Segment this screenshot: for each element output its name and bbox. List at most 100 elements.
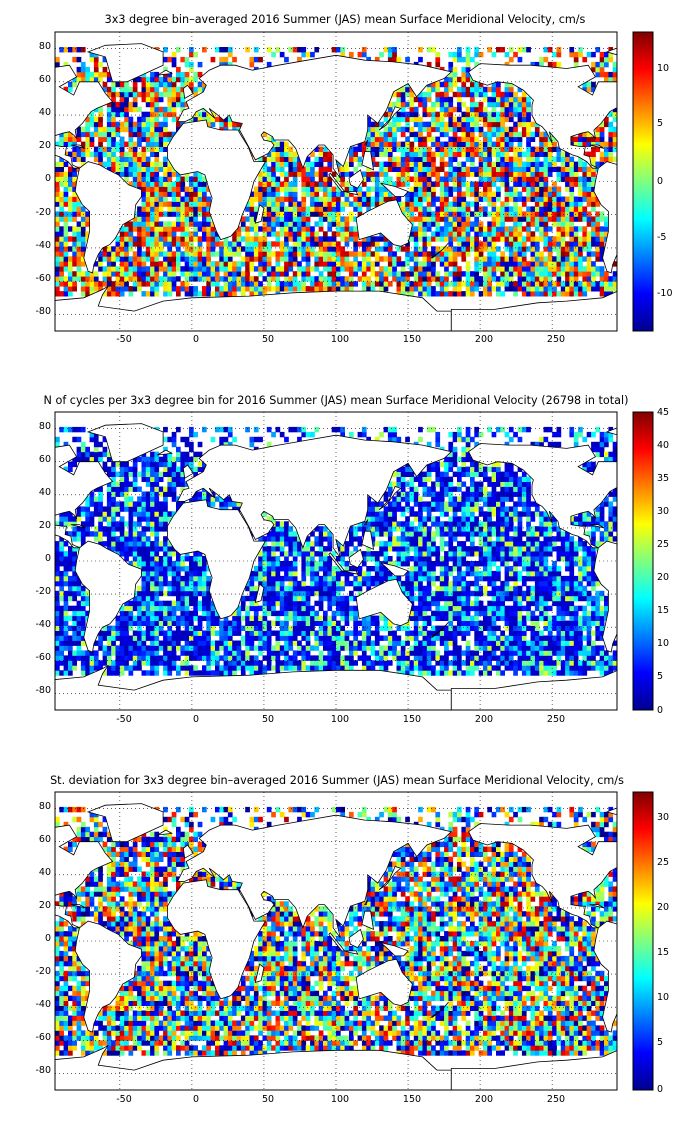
- grid-cell: [457, 251, 462, 257]
- grid-cell: [171, 206, 177, 212]
- grid-cell: [59, 281, 64, 287]
- grid-cell: [331, 271, 337, 277]
- grid-cell: [318, 181, 324, 187]
- grid-cell: [167, 556, 173, 562]
- grid-cell: [500, 261, 505, 267]
- grid-cell: [275, 191, 281, 197]
- grid-cell: [63, 645, 69, 651]
- grid-cell: [176, 615, 181, 621]
- grid-cell: [340, 201, 345, 207]
- grid-cell: [556, 166, 562, 172]
- grid-cell: [331, 196, 337, 202]
- grid-cell: [68, 176, 73, 182]
- grid-cell: [526, 216, 531, 222]
- grid-cell: [547, 276, 553, 282]
- grid-cell: [297, 166, 302, 172]
- grid-cell: [93, 451, 99, 458]
- grid-cell: [154, 221, 160, 227]
- grid-cell: [508, 211, 514, 217]
- grid-cell: [245, 261, 250, 267]
- grid-cell: [530, 286, 536, 292]
- grid-cell: [141, 156, 147, 162]
- grid-cell: [266, 206, 272, 212]
- grid-cell: [599, 121, 605, 128]
- grid-cell: [89, 271, 95, 277]
- grid-cell: [379, 151, 384, 157]
- grid-cell: [573, 226, 579, 232]
- grid-cell: [115, 471, 121, 477]
- grid-cell: [59, 256, 64, 262]
- grid-cell: [431, 221, 436, 227]
- grid-cell: [500, 266, 505, 272]
- grid-cell: [76, 426, 82, 433]
- grid-cell: [318, 196, 324, 202]
- grid-cell: [167, 256, 173, 262]
- grid-cell: [72, 251, 77, 257]
- grid-cell: [93, 66, 99, 73]
- grid-cell: [184, 436, 190, 443]
- grid-cell: [176, 266, 181, 272]
- grid-cell: [361, 196, 367, 202]
- grid-cell: [59, 556, 64, 562]
- grid-cell: [59, 171, 64, 177]
- grid-cell: [595, 231, 601, 237]
- grid-cell: [189, 256, 194, 262]
- grid-cell: [452, 106, 458, 113]
- grid-cell: [539, 61, 544, 68]
- grid-cell: [132, 605, 138, 612]
- grid-cell: [543, 136, 549, 142]
- grid-cell: [154, 151, 160, 157]
- grid-cell: [184, 610, 190, 617]
- grid-cell: [448, 136, 454, 142]
- grid-cell: [154, 226, 160, 232]
- grid-cell: [435, 96, 441, 103]
- grid-cell: [517, 101, 523, 108]
- grid-cell: [76, 645, 82, 651]
- grid-cell: [119, 625, 125, 631]
- grid-cell: [59, 196, 64, 202]
- grid-cell: [150, 76, 155, 83]
- grid-cell: [141, 660, 147, 666]
- grid-cell: [344, 161, 350, 167]
- grid-cell: [539, 256, 544, 262]
- grid-cell: [80, 441, 86, 448]
- grid-cell: [275, 216, 281, 222]
- grid-cell: [150, 86, 155, 93]
- grid-cell: [115, 121, 121, 128]
- grid-cell: [206, 206, 211, 212]
- grid-cell: [448, 66, 454, 73]
- grid-cell: [72, 436, 77, 443]
- grid-cell: [63, 231, 69, 237]
- grid-cell: [55, 556, 60, 562]
- grid-cell: [504, 186, 510, 192]
- grid-cell: [171, 580, 177, 587]
- grid-cell: [409, 186, 415, 192]
- grid-cell: [517, 206, 523, 212]
- grid-cell: [197, 580, 203, 587]
- grid-cell: [392, 116, 397, 123]
- grid-cell: [448, 176, 454, 182]
- grid-cell: [158, 556, 164, 562]
- grid-cell: [167, 206, 173, 212]
- grid-cell: [314, 221, 320, 227]
- grid-cell: [197, 620, 203, 626]
- grid-cell: [206, 121, 211, 128]
- grid-cell: [137, 256, 142, 262]
- grid-cell: [504, 166, 510, 172]
- grid-cell: [461, 66, 467, 73]
- grid-cell: [55, 630, 60, 636]
- grid-cell: [301, 166, 307, 172]
- grid-cell: [158, 266, 164, 272]
- grid-cell: [98, 151, 103, 157]
- grid-cell: [55, 56, 60, 63]
- grid-cell: [245, 201, 250, 207]
- grid-cell: [111, 256, 116, 262]
- grid-cell: [457, 121, 462, 128]
- grid-cell: [461, 181, 467, 187]
- grid-cell: [582, 86, 588, 93]
- grid-cell: [76, 66, 82, 73]
- grid-cell: [132, 486, 138, 492]
- grid-cell: [483, 236, 488, 242]
- grid-cell: [158, 486, 164, 492]
- grid-cell: [141, 620, 147, 626]
